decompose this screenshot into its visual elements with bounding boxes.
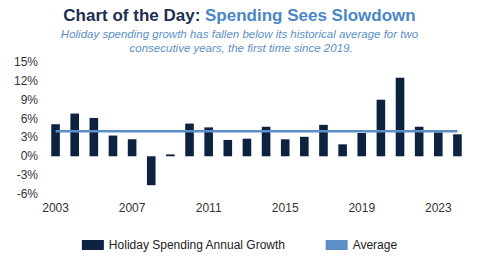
svg-text:0%: 0%: [21, 149, 39, 163]
svg-text:consecutive years, the first t: consecutive years, the first time since …: [126, 42, 352, 54]
svg-text:Holiday spending growth has fa: Holiday spending growth has fallen below…: [61, 28, 419, 40]
svg-text:12%: 12%: [14, 74, 38, 88]
svg-text:15%: 15%: [14, 55, 38, 69]
svg-text:-6%: -6%: [17, 187, 39, 201]
svg-text:3%: 3%: [21, 130, 39, 144]
svg-text:2011: 2011: [196, 201, 222, 215]
svg-text:2019: 2019: [348, 201, 375, 215]
svg-text:Chart of the Day:: Chart of the Day:: [63, 6, 200, 25]
svg-text:2007: 2007: [119, 201, 146, 215]
svg-text:9%: 9%: [21, 93, 39, 107]
svg-text:Spending Sees Slowdown: Spending Sees Slowdown: [200, 6, 415, 25]
svg-text:2003: 2003: [42, 201, 69, 215]
svg-text:-3%: -3%: [17, 168, 39, 182]
svg-text:Holiday Spending Annual Growth: Holiday Spending Annual Growth: [109, 238, 285, 252]
svg-text:Average: Average: [353, 238, 398, 252]
svg-text:2023: 2023: [425, 201, 452, 215]
svg-text:2015: 2015: [272, 201, 299, 215]
svg-text:6%: 6%: [21, 112, 39, 126]
